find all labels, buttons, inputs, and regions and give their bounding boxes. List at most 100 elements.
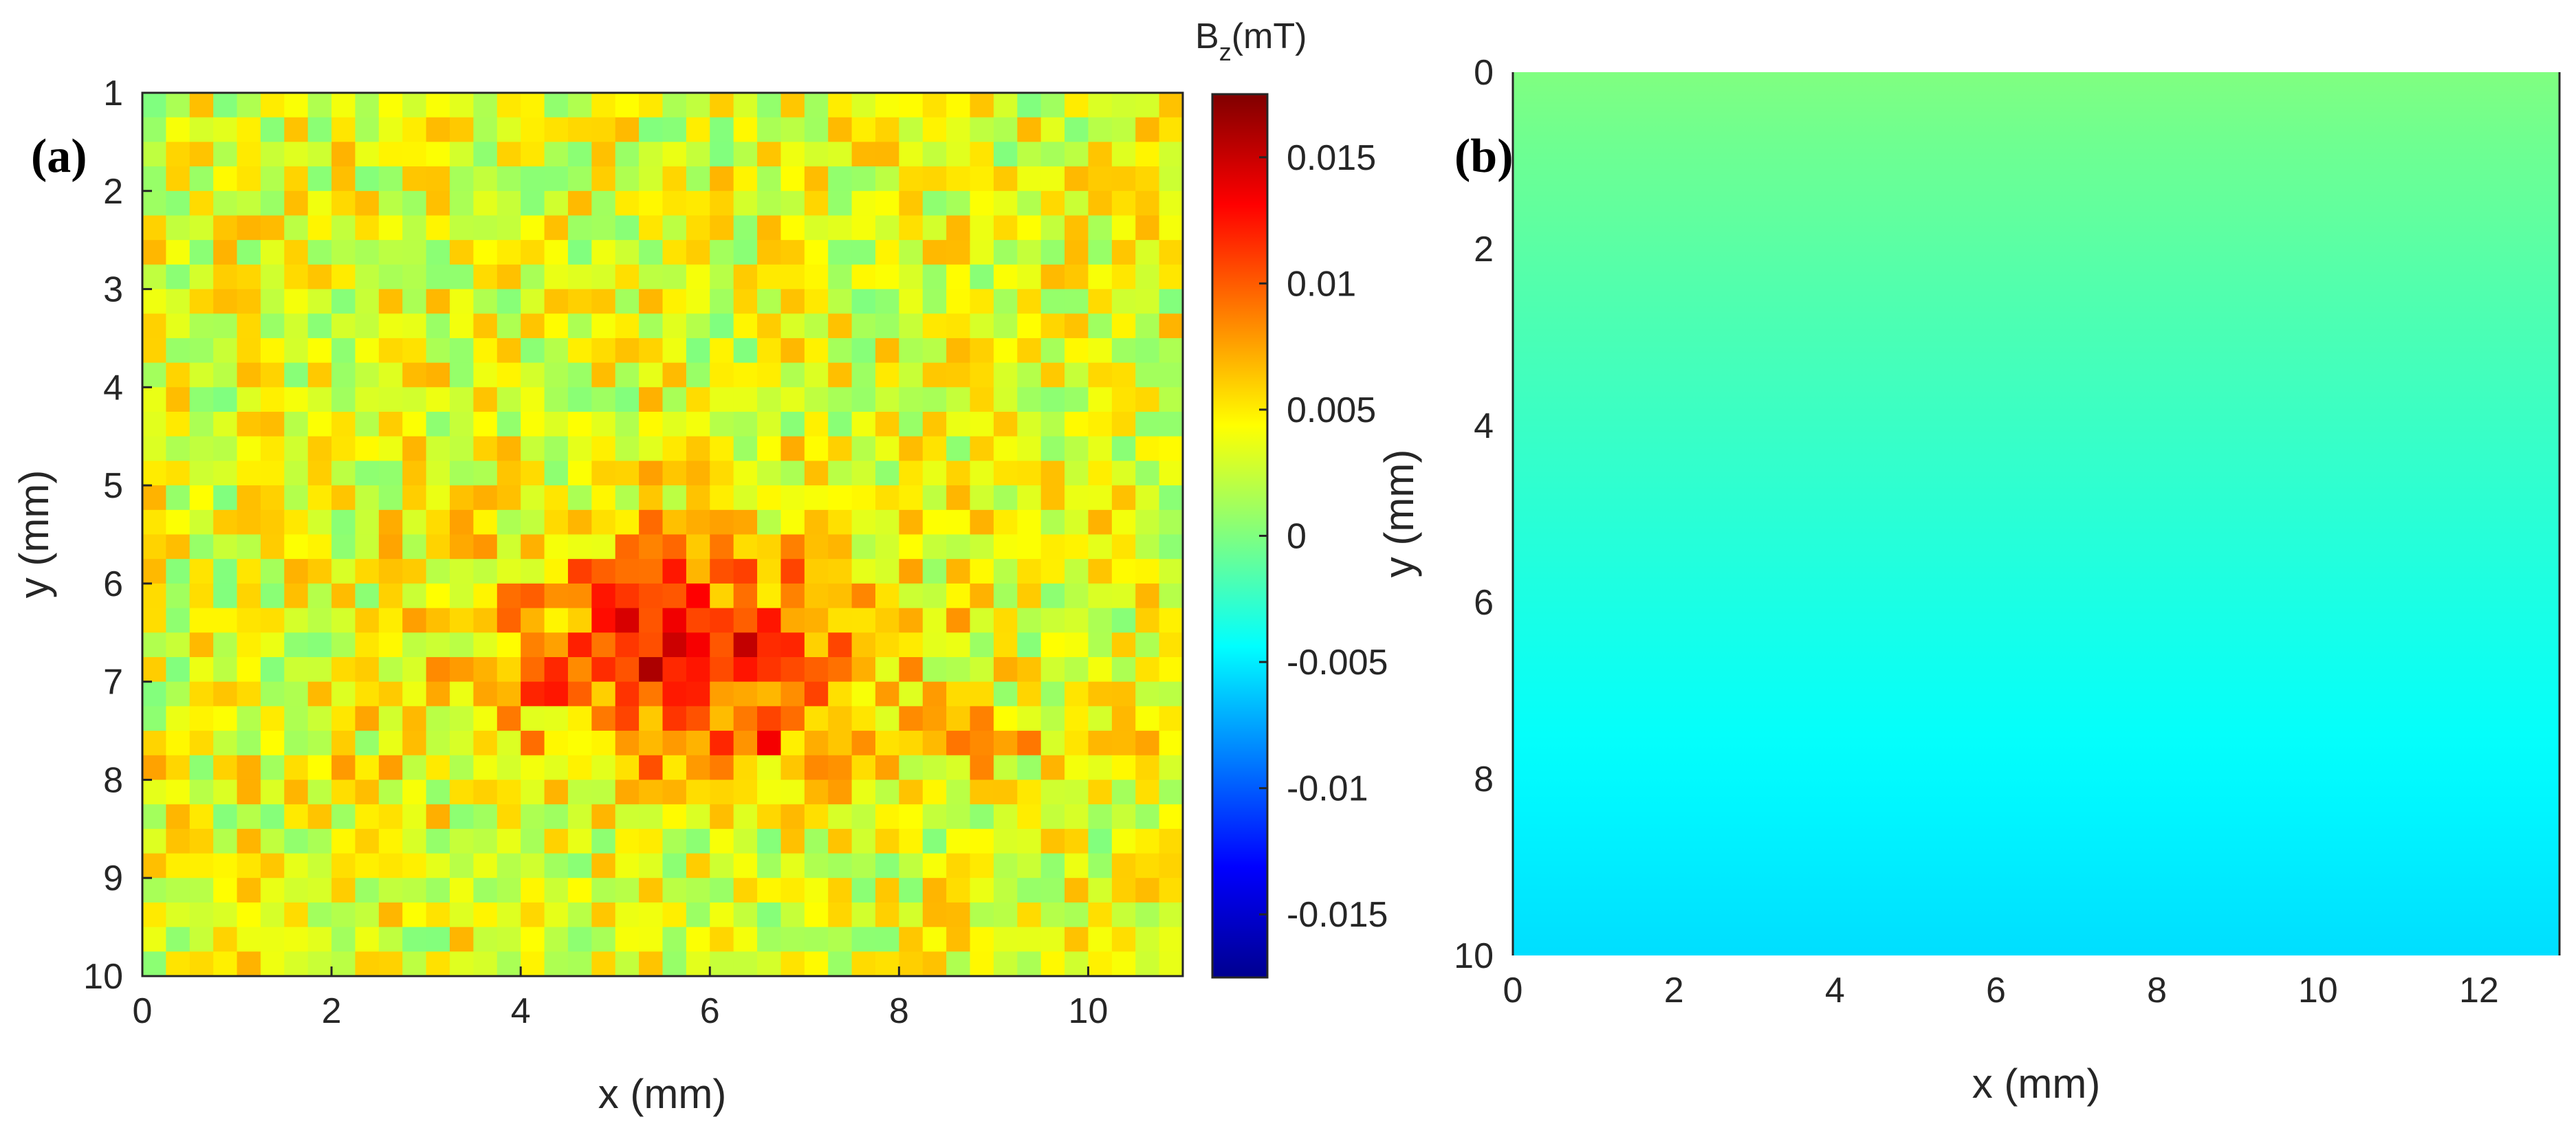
heatmap-a-cell bbox=[710, 656, 734, 683]
heatmap-a-cell bbox=[1111, 190, 1136, 217]
heatmap-a-cell bbox=[166, 485, 190, 511]
heatmap-a-cell bbox=[402, 93, 427, 118]
heatmap-a-cell bbox=[496, 755, 521, 781]
heatmap-a-cell bbox=[237, 902, 261, 928]
heatmap-a-cell bbox=[237, 583, 261, 609]
heatmap-a-cell bbox=[142, 804, 166, 830]
heatmap-a-cell bbox=[639, 289, 664, 314]
heatmap-a-cell bbox=[970, 804, 994, 830]
heatmap-a-cell bbox=[781, 755, 805, 781]
heatmap-a-cell bbox=[1159, 853, 1183, 878]
heatmap-a-cell bbox=[1159, 436, 1183, 462]
heatmap-a-cell bbox=[355, 632, 380, 658]
heatmap-a-cell bbox=[426, 656, 450, 683]
heatmap-a-cell bbox=[946, 559, 971, 584]
heatmap-a-cell bbox=[307, 878, 332, 903]
heatmap-a-cell bbox=[1135, 706, 1160, 731]
heatmap-a-cell bbox=[473, 190, 498, 217]
heatmap-a-cell bbox=[426, 117, 450, 142]
heatmap-a-cell bbox=[331, 485, 356, 511]
heatmap-a-cell bbox=[993, 461, 1018, 486]
heatmap-a-cell bbox=[828, 190, 853, 217]
heatmap-a-cell bbox=[331, 927, 356, 952]
heatmap-a-cell bbox=[970, 240, 994, 265]
heatmap-a-cell bbox=[213, 166, 238, 192]
heatmap-a-cell bbox=[781, 215, 805, 241]
heatmap-a-cell bbox=[615, 853, 640, 878]
heatmap-a-cell bbox=[804, 951, 829, 977]
heatmap-a-cell bbox=[142, 534, 166, 560]
heatmap-a-cell bbox=[639, 338, 664, 364]
heatmap-a-cell bbox=[946, 755, 971, 781]
heatmap-a-cell bbox=[1017, 706, 1042, 731]
heatmap-a-cell bbox=[544, 436, 569, 462]
heatmap-a-cell bbox=[213, 338, 238, 364]
heatmap-a-cell bbox=[355, 608, 380, 633]
heatmap-a-cell bbox=[662, 117, 687, 142]
heatmap-a-cell bbox=[142, 215, 166, 241]
heatmap-a-cell bbox=[851, 878, 876, 903]
heatmap-a-cell bbox=[1017, 559, 1042, 584]
heatmap-a-cell bbox=[1065, 117, 1089, 142]
heatmap-a-cell bbox=[1040, 215, 1065, 241]
heatmap-a-cell bbox=[213, 215, 238, 241]
heatmap-b-field bbox=[1513, 72, 2559, 955]
heatmap-a-cell bbox=[804, 387, 829, 412]
heatmap-a-cell bbox=[189, 509, 214, 535]
heatmap-a-cell bbox=[567, 93, 592, 118]
heatmap-a-cell bbox=[567, 706, 592, 731]
heatmap-a-cell bbox=[1159, 706, 1183, 731]
heatmap-a-cell bbox=[662, 215, 687, 241]
heatmap-a-cell bbox=[426, 804, 450, 830]
heatmap-a-cell bbox=[307, 166, 332, 192]
heatmap-a-cell bbox=[922, 902, 947, 928]
heatmap-a-cell bbox=[639, 485, 664, 511]
heatmap-a-cell bbox=[402, 485, 427, 511]
heatmap-a-cell bbox=[970, 362, 994, 388]
heatmap-a-cell bbox=[899, 117, 924, 142]
heatmap-a-cell bbox=[615, 461, 640, 486]
heatmap-a-cell bbox=[922, 166, 947, 192]
heatmap-a-cell bbox=[402, 215, 427, 241]
heatmap-a-cell bbox=[307, 927, 332, 952]
heatmap-a-cell bbox=[804, 706, 829, 731]
heatmap-a-cell bbox=[496, 412, 521, 437]
heatmap-a-cell bbox=[496, 779, 521, 805]
heatmap-a-cell bbox=[1017, 117, 1042, 142]
heatmap-a-cell bbox=[166, 853, 190, 878]
heatmap-a-cell bbox=[781, 927, 805, 952]
heatmap-a-cell bbox=[284, 412, 309, 437]
heatmap-a-cell bbox=[189, 166, 214, 192]
heatmap-a-cell bbox=[922, 93, 947, 118]
heatmap-a-cell bbox=[521, 240, 545, 265]
heatmap-a-cell bbox=[875, 927, 899, 952]
heatmap-a-cell bbox=[260, 93, 285, 118]
heatmap-a-cell bbox=[213, 804, 238, 830]
heatmap-a-cell bbox=[804, 731, 829, 756]
heatmap-a-cell bbox=[355, 583, 380, 609]
heatmap-a-cell bbox=[781, 190, 805, 217]
heatmap-a-cell bbox=[686, 240, 710, 265]
heatmap-a-cell bbox=[1017, 142, 1042, 167]
heatmap-a-cell bbox=[402, 436, 427, 462]
heatmap-a-cell bbox=[473, 878, 498, 903]
panel-b-x-tick-label: 0 bbox=[1503, 971, 1523, 1010]
heatmap-a-cell bbox=[402, 706, 427, 731]
heatmap-a-cell bbox=[544, 608, 569, 633]
heatmap-a-cell bbox=[426, 313, 450, 339]
heatmap-a-cell bbox=[1135, 731, 1160, 756]
heatmap-a-cell bbox=[922, 387, 947, 412]
heatmap-a-cell bbox=[662, 190, 687, 217]
heatmap-a-cell bbox=[544, 190, 569, 217]
heatmap-a-cell bbox=[284, 313, 309, 339]
heatmap-a-cell bbox=[1040, 779, 1065, 805]
heatmap-a-cell bbox=[307, 240, 332, 265]
heatmap-a-cell bbox=[1065, 583, 1089, 609]
heatmap-a-cell bbox=[899, 951, 924, 977]
heatmap-a-cell bbox=[473, 142, 498, 167]
heatmap-a-cell bbox=[851, 412, 876, 437]
heatmap-a-cell bbox=[733, 240, 758, 265]
heatmap-a-cell bbox=[875, 608, 899, 633]
heatmap-a-cell bbox=[521, 731, 545, 756]
colorbar-tick-label: -0.005 bbox=[1287, 643, 1388, 683]
